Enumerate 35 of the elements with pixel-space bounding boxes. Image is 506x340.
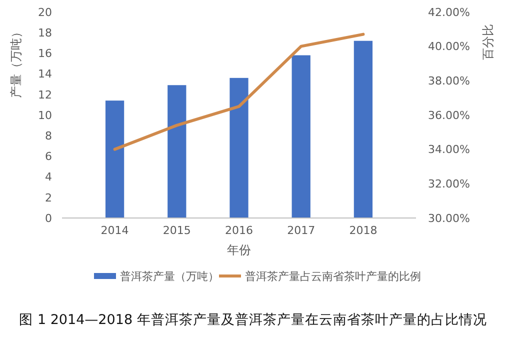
bar (105, 100, 124, 218)
y2-tick-label: 30.00% (428, 212, 470, 225)
x-tick-label: 2015 (162, 224, 191, 237)
y2-tick-label: 42.00% (428, 6, 470, 19)
y-axis-title: 产量（万吨） (9, 26, 23, 98)
y-tick-label: 4 (45, 170, 52, 184)
bar (292, 55, 310, 218)
y-tick-label: 8 (45, 129, 52, 142)
y2-tick-label: 40.00% (428, 40, 470, 54)
legend-label: 普洱茶产量（万吨） (120, 270, 219, 283)
x-axis-title: 年份 (227, 243, 251, 257)
x-tick-label: 2018 (349, 224, 378, 237)
bar (354, 40, 373, 218)
y-tick-label: 2 (45, 191, 52, 204)
y-tick-label: 18 (38, 26, 52, 40)
y2-tick-label: 32.00% (428, 178, 470, 191)
y2-tick-label: 36.00% (428, 108, 470, 122)
x-tick-label: 2016 (225, 224, 253, 237)
caption: 图 1 2014—2018 年普洱茶产量及普洱茶产量在云南省茶叶产量的占比情况 (19, 311, 487, 328)
bar (230, 78, 248, 218)
y2-tick-label: 38.00% (428, 74, 470, 88)
y-tick-label: 6 (45, 150, 52, 164)
legend-label: 普洱茶产量占云南省茶叶产量的比例 (245, 270, 421, 283)
y-tick-label: 16 (38, 47, 52, 60)
y-tick-label: 14 (38, 68, 52, 81)
y2-axis-title: 百分比 (481, 24, 495, 60)
x-tick-label: 2017 (287, 224, 316, 237)
y-tick-label: 20 (38, 6, 52, 19)
x-tick-label: 2014 (100, 224, 129, 237)
y-tick-label: 12 (38, 88, 52, 102)
y-tick-label: 0 (45, 212, 52, 225)
y2-tick-label: 34.00% (428, 143, 470, 156)
y-tick-label: 10 (38, 108, 52, 122)
line-series (113, 32, 365, 151)
bar (168, 85, 186, 218)
